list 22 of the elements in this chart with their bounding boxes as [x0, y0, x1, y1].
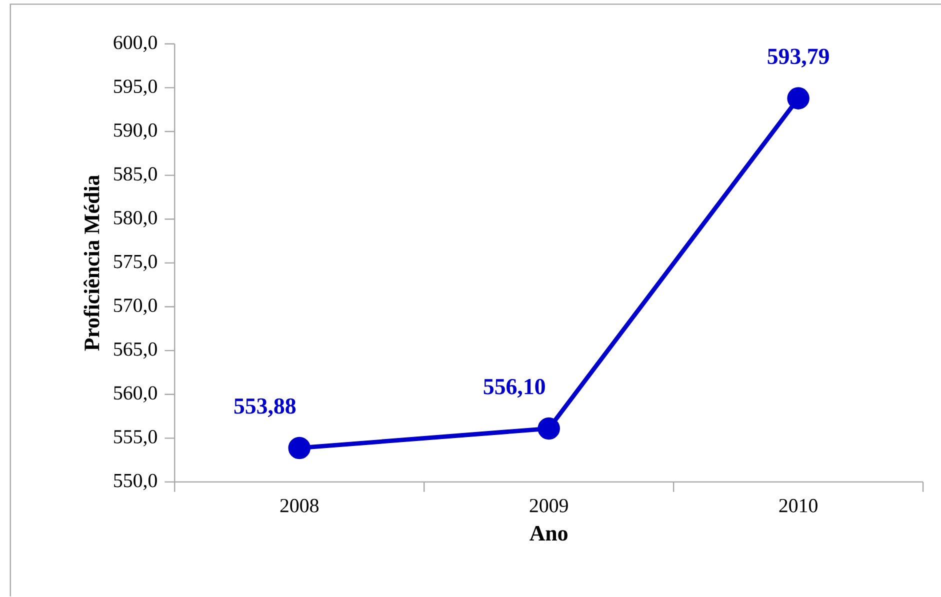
y-tick-label: 585,0: [114, 167, 157, 184]
y-axis-title: Proficiência Média: [84, 175, 100, 351]
point: [538, 418, 560, 440]
y-tick-label: 550,0: [114, 474, 157, 490]
y-tick-label: 590,0: [114, 124, 157, 140]
data-label: 553,88: [234, 398, 296, 418]
x-tick-label: 2009: [530, 499, 568, 512]
x-tick-label: 2010: [779, 499, 818, 512]
y-tick-label: 595,0: [114, 80, 157, 96]
y-tick-label: 565,0: [114, 342, 157, 359]
x-tick-label: 2008: [280, 499, 319, 512]
y-tick-label: 555,0: [114, 430, 157, 446]
y-tick-label: 575,0: [114, 254, 157, 272]
x-axis-title: Ano: [530, 526, 568, 541]
data-label: 593,79: [768, 48, 829, 68]
y-tick-label: 560,0: [114, 386, 157, 403]
point: [288, 436, 311, 460]
data-label: 556,10: [484, 379, 545, 398]
y-tick-label: 580,0: [114, 211, 157, 228]
point: [787, 87, 810, 110]
y-tick-label: 570,0: [114, 298, 157, 316]
y-tick-label: 600,0: [114, 36, 157, 52]
